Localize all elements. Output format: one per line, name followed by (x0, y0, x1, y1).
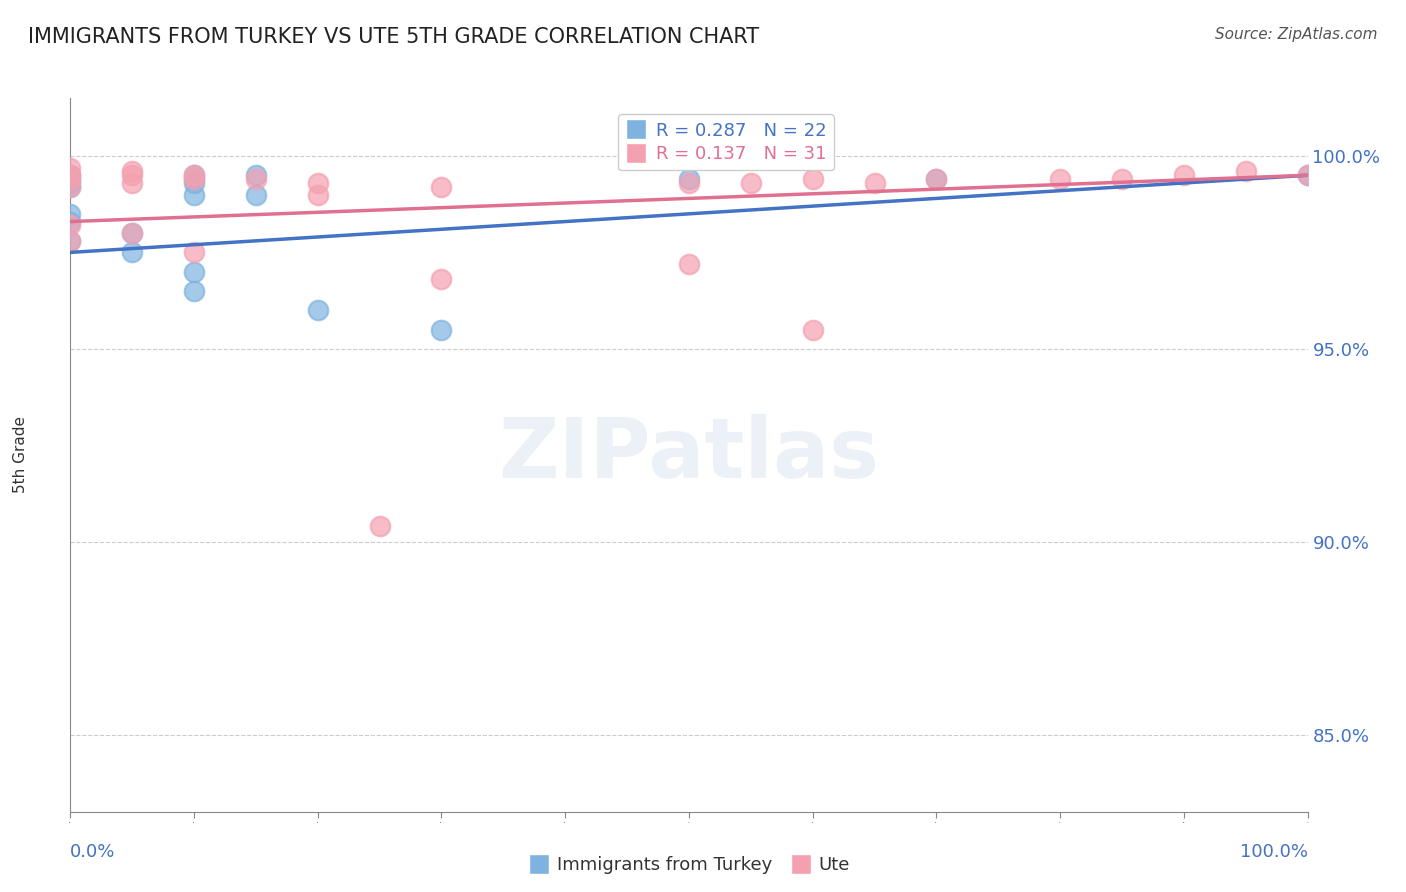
Point (863, 176, 886, 190)
Point (59, 234, 82, 248)
Point (678, 257, 700, 271)
Point (59, 168, 82, 182)
Point (59, 176, 82, 190)
Point (430, 179, 453, 194)
Text: ZIPatlas: ZIPatlas (499, 415, 879, 495)
Legend: Immigrants from Turkey, Ute: Immigrants from Turkey, Ute (520, 849, 858, 881)
Point (1296, 168, 1319, 182)
Point (183, 245, 205, 260)
Point (59, 179, 82, 194)
Text: 100.0%: 100.0% (1240, 843, 1308, 861)
Point (121, 226, 143, 240)
Point (368, 519, 391, 533)
Point (59, 168, 82, 182)
Point (801, 322, 824, 336)
Point (430, 272, 453, 286)
Point (183, 284, 205, 298)
Text: Source: ZipAtlas.com: Source: ZipAtlas.com (1215, 27, 1378, 42)
Point (245, 172, 267, 186)
Point (801, 172, 824, 186)
Point (59, 172, 82, 186)
Point (59, 214, 82, 228)
Point (740, 176, 762, 190)
Point (183, 168, 205, 182)
Point (183, 176, 205, 190)
Point (121, 245, 143, 260)
Point (1173, 168, 1195, 182)
Point (245, 187, 267, 202)
Point (121, 176, 143, 190)
Point (183, 265, 205, 279)
Point (59, 207, 82, 221)
Point (183, 172, 205, 186)
Point (121, 164, 143, 178)
Point (183, 172, 205, 186)
Point (678, 172, 700, 186)
Point (59, 179, 82, 194)
Point (1049, 172, 1071, 186)
Point (925, 172, 948, 186)
Point (59, 234, 82, 248)
Point (1296, 168, 1319, 182)
Point (245, 168, 267, 182)
Text: IMMIGRANTS FROM TURKEY VS UTE 5TH GRADE CORRELATION CHART: IMMIGRANTS FROM TURKEY VS UTE 5TH GRADE … (28, 27, 759, 46)
Point (121, 168, 143, 182)
Point (307, 187, 329, 202)
Point (1234, 164, 1257, 178)
Point (183, 187, 205, 202)
Point (678, 176, 700, 190)
Point (307, 303, 329, 318)
Point (307, 176, 329, 190)
Text: 5th Grade: 5th Grade (13, 417, 28, 493)
Point (59, 172, 82, 186)
Point (430, 322, 453, 336)
Point (59, 161, 82, 175)
Point (1111, 172, 1133, 186)
Point (59, 219, 82, 233)
Point (183, 168, 205, 182)
Text: 0.0%: 0.0% (70, 843, 115, 861)
Point (925, 172, 948, 186)
Point (121, 226, 143, 240)
